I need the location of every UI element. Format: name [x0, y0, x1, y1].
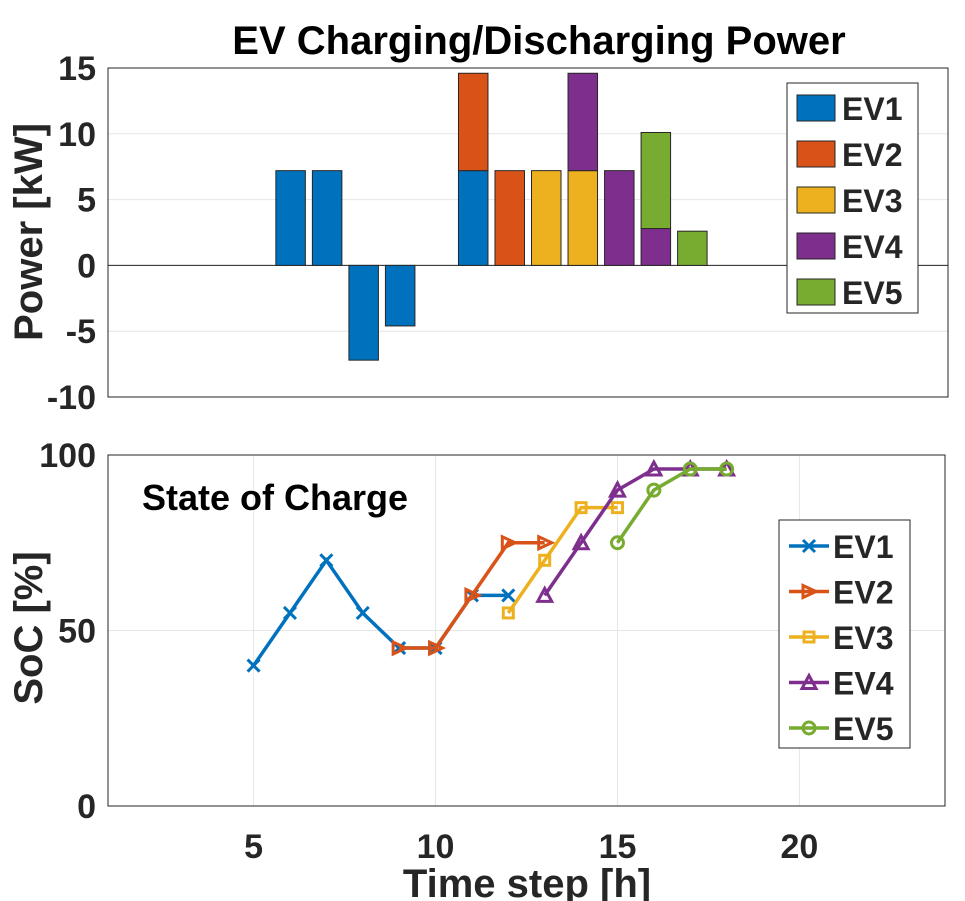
marker-x — [355, 605, 370, 621]
legend-label: EV4 — [833, 666, 894, 702]
y-axis-label: SoC [%] — [7, 551, 51, 704]
marker-square — [501, 606, 515, 620]
marker-x — [801, 538, 817, 554]
bar-ev3 — [531, 170, 562, 266]
legend-label: EV3 — [842, 183, 902, 219]
power-chart: -10 -5 0 5 10 15 EV Charging/Discharging Power… — [7, 19, 949, 417]
legend-label: EV2 — [833, 575, 893, 611]
legend-label: EV1 — [842, 91, 902, 127]
series-ev3 — [501, 501, 624, 620]
bar-ev1 — [384, 264, 416, 327]
marker-circle — [719, 461, 735, 477]
marker-triangle-right — [537, 534, 556, 552]
series-line — [506, 505, 618, 614]
plot-annotation: State of Charge — [142, 477, 408, 518]
marker-square — [574, 501, 588, 515]
bar-ev1 — [311, 170, 343, 266]
marker-square — [802, 630, 816, 644]
marker-triangle-right — [464, 587, 483, 604]
bar-ev1 — [457, 170, 489, 266]
marker-circle — [646, 482, 662, 498]
x-tick-label: 10 — [417, 828, 455, 866]
bar-ev1 — [348, 264, 379, 361]
legend-label: EV5 — [833, 711, 893, 747]
marker-triangle-up — [571, 532, 591, 551]
marker-square — [538, 553, 552, 567]
bar-ev5 — [640, 131, 672, 230]
legend-swatch — [796, 186, 836, 214]
series-line — [543, 467, 727, 597]
marker-x — [282, 605, 298, 621]
legend-swatch — [796, 278, 836, 306]
legend-label: EV1 — [833, 529, 893, 565]
plot-area — [107, 454, 946, 807]
legend-label: EV5 — [842, 275, 902, 311]
bar-ev2 — [494, 170, 525, 266]
plot-area — [107, 67, 949, 398]
legend-label: EV4 — [842, 229, 903, 265]
bar-ev3 — [567, 170, 599, 266]
legend-swatch — [796, 94, 836, 122]
y-tick-label: 5 — [77, 182, 96, 220]
legend-swatch — [796, 140, 836, 168]
bar-ev4 — [604, 170, 635, 266]
soc-chart: 0 50 100 5 10 15 20 Time step [h] SoC [%] State o… — [7, 437, 946, 901]
y-tick-label: -10 — [47, 379, 96, 417]
marker-x — [501, 588, 516, 603]
y-tick-label: 0 — [77, 788, 96, 826]
marker-circle — [682, 461, 698, 477]
legend: EV1 EV2 EV3 EV4 EV5 — [778, 519, 911, 749]
marker-circle — [609, 535, 625, 551]
x-tick-label: 20 — [781, 828, 819, 866]
bar-ev1 — [275, 170, 306, 266]
legend-box — [778, 519, 911, 749]
marker-triangle-up — [644, 458, 664, 477]
chart-title: EV Charging/Discharging Power — [232, 19, 845, 63]
legend: EV1 EV2 EV3 EV4 EV5 — [786, 82, 919, 314]
marker-triangle-right — [391, 639, 410, 657]
bar-ev5 — [677, 230, 708, 266]
y-axis-label: Power [kW] — [7, 123, 51, 341]
y-tick-label: 15 — [58, 50, 96, 88]
y-tick-label: -5 — [66, 313, 96, 351]
y-tick-label: 50 — [58, 613, 96, 651]
marker-square — [610, 501, 624, 515]
marker-triangle-up — [607, 479, 627, 498]
series-ev4 — [535, 458, 737, 603]
marker-triangle-right — [801, 583, 820, 600]
x-axis-label: Time step [h] — [403, 862, 651, 901]
series-line — [616, 467, 727, 544]
legend-label: EV3 — [833, 620, 893, 656]
y-tick-label: 0 — [77, 247, 96, 285]
legend-swatch — [796, 232, 836, 260]
marker-x — [246, 658, 261, 673]
marker-x — [319, 553, 334, 568]
bar-ev4 — [567, 72, 599, 172]
legend-label: EV2 — [842, 137, 902, 173]
x-tick-label: 15 — [599, 828, 637, 866]
series-line — [399, 541, 545, 650]
marker-triangle-right — [500, 534, 519, 552]
x-tick-label: 5 — [244, 828, 263, 866]
series-ev5 — [609, 461, 735, 551]
bar-ev2 — [457, 72, 489, 172]
marker-circle — [801, 720, 817, 736]
series-ev1 — [246, 553, 516, 673]
marker-triangle-up — [799, 672, 819, 690]
marker-triangle-up — [535, 585, 555, 603]
bar-ev4 — [640, 228, 672, 266]
marker-triangle-right — [428, 639, 447, 657]
y-tick-label: 10 — [58, 116, 96, 154]
series-ev2 — [391, 534, 556, 657]
y-tick-label: 100 — [39, 437, 96, 475]
